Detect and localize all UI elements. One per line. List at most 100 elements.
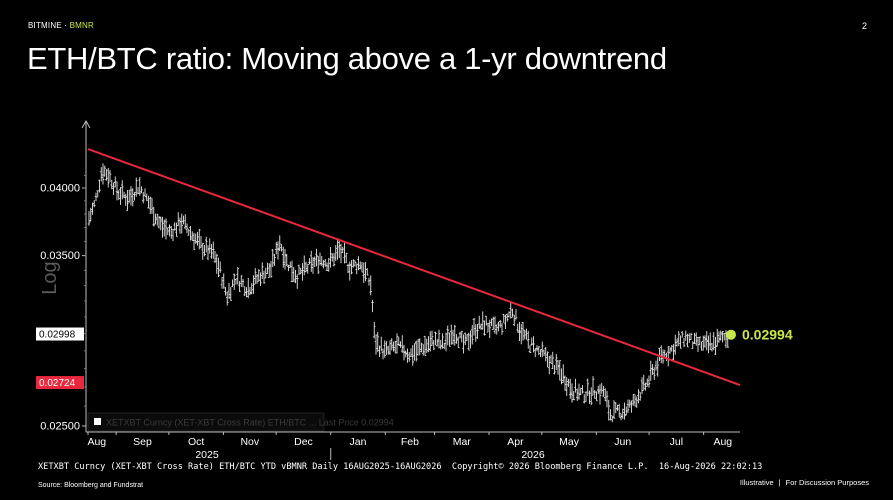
ohlc-bar: [500, 322, 504, 335]
ohlc-bar: [283, 249, 287, 270]
ohlc-bar: [434, 331, 437, 346]
source-note: Source: Bloomberg and Fundstrat: [38, 482, 144, 489]
ohlc-bar: [616, 404, 619, 411]
ohlc-bar: [203, 245, 206, 257]
ohlc-bar: [658, 347, 661, 361]
ohlc-bar: [164, 218, 168, 240]
ohlc-bar: [575, 388, 579, 401]
ohlc-bar: [381, 348, 385, 360]
ohlc-bar: [703, 335, 707, 348]
ohlc-bar: [218, 261, 222, 273]
ohlc-bar: [138, 177, 142, 196]
ohlc-bar: [663, 349, 667, 358]
ohlc-bar: [488, 319, 492, 339]
ohlc-bar: [523, 329, 527, 340]
ohlc-bar: [185, 223, 189, 234]
ohlc-bar: [113, 176, 117, 188]
ohlc-bar: [633, 394, 637, 407]
ohlc-bar: [106, 168, 110, 188]
ohlc-bar: [486, 322, 490, 333]
ohlc-bar: [465, 334, 469, 342]
ohlc-bar: [141, 191, 145, 204]
ohlc-bar: [467, 332, 471, 351]
ohlc-bar: [91, 202, 94, 215]
ohlc-bar: [420, 342, 423, 353]
ohlc-bar: [252, 275, 255, 294]
ohlc-bar: [365, 268, 369, 276]
ohlc-bar: [253, 268, 257, 285]
ohlc-bar: [470, 325, 474, 345]
ohlc-bar: [302, 255, 306, 276]
ohlc-bar: [232, 273, 236, 290]
ohlc-bar: [719, 330, 723, 341]
ohlc-bar: [481, 311, 485, 330]
ohlc-bar: [556, 359, 560, 375]
ohlc-bar: [225, 291, 229, 306]
ohlc-bar: [374, 334, 378, 355]
ohlc-bar: [143, 188, 147, 197]
ohlc-bar: [525, 328, 528, 340]
ohlc-bar: [568, 378, 572, 399]
x-month-label: Nov: [240, 436, 259, 448]
ohlc-bar: [630, 400, 633, 413]
ohlc-bar: [453, 324, 457, 346]
ohlc-bar: [605, 390, 609, 408]
price-tag-white: [36, 327, 84, 341]
ohlc-bar: [178, 217, 182, 234]
disclaimer-separator: |: [778, 478, 781, 487]
ohlc-bar: [281, 246, 285, 268]
ohlc-bar: [260, 262, 264, 279]
ohlc-bar: [584, 391, 588, 402]
ohlc-bar: [313, 256, 317, 268]
ohlc-bar: [418, 338, 422, 356]
x-month-label: Feb: [401, 436, 419, 448]
x-month-label: May: [559, 436, 580, 448]
ohlc-bar: [469, 330, 472, 349]
ohlc-bar: [215, 253, 219, 274]
ohlc-bar: [306, 263, 310, 274]
x-year-label: 2025: [195, 449, 219, 460]
ohlc-bar: [694, 332, 698, 346]
ohlc-bar: [546, 351, 549, 368]
ohlc-bar: [710, 342, 714, 352]
ohlc-bar: [155, 213, 159, 226]
ohlc-bar: [714, 336, 717, 355]
y-tick-label: 0.02500: [40, 421, 80, 433]
ohlc-bar: [572, 391, 576, 401]
ohlc-bar: [383, 340, 387, 358]
ohlc-bar: [696, 337, 700, 352]
ohlc-bar: [299, 267, 303, 275]
trendline: [87, 148, 741, 386]
ohlc-bar: [705, 331, 709, 351]
disclaimer: Illustrative | For Discussion Purposes: [740, 478, 869, 487]
ohlc-bar: [507, 311, 511, 318]
ohlc-bar: [136, 187, 140, 194]
ohlc-bar: [428, 331, 432, 352]
ohlc-bar: [612, 400, 616, 419]
ohlc-bar: [619, 413, 623, 421]
ohlc-bar: [593, 390, 597, 399]
ohlc-bar: [131, 188, 135, 207]
ohlc-bar: [220, 277, 224, 289]
ohlc-bar: [292, 267, 296, 282]
ohlc-bar: [407, 351, 411, 362]
ohlc-bar: [558, 360, 562, 381]
ohlc-bar: [393, 340, 397, 354]
ohlc-bar: [304, 261, 308, 273]
ohlc-bar: [280, 244, 283, 252]
ohlc-bar: [404, 350, 408, 358]
ohlc-bar: [656, 357, 660, 377]
ohlc-bar: [551, 351, 555, 370]
ohlc-bar: [238, 281, 241, 292]
ohlc-bar: [448, 332, 451, 347]
ohlc-bar: [654, 360, 658, 371]
ohlc-bar: [449, 324, 453, 345]
ohlc-bar: [409, 348, 413, 357]
ohlc-bar: [99, 167, 103, 182]
ohlc-bar: [110, 179, 114, 190]
ohlc-bar: [439, 339, 443, 350]
ohlc-bar: [308, 258, 311, 265]
ohlc-bar: [581, 385, 584, 394]
disclaimer-discussion: For Discussion Purposes: [785, 478, 869, 487]
ohlc-bar: [682, 337, 686, 348]
